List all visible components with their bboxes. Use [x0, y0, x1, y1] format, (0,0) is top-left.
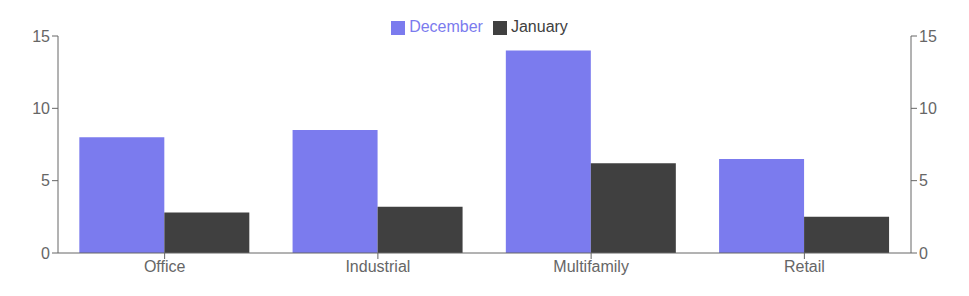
- svg-text:5: 5: [41, 172, 50, 189]
- html-text:January: January: [510, 18, 568, 35]
- svg-text:5: 5: [919, 172, 928, 189]
- svg-text:Office: Office: [144, 258, 186, 275]
- svg-text:0: 0: [919, 245, 928, 262]
- svg-text:15: 15: [919, 28, 937, 45]
- svg-text:Multifamily: Multifamily: [553, 258, 629, 275]
- svg-text:Industrial: Industrial: [345, 258, 410, 275]
- html-text:December: December: [409, 18, 483, 35]
- svg-text:Retail: Retail: [784, 258, 825, 275]
- svg-text:10: 10: [32, 100, 50, 117]
- svg-text:15: 15: [32, 28, 50, 45]
- svg-text:10: 10: [919, 100, 937, 117]
- svg-text:0: 0: [41, 245, 50, 262]
